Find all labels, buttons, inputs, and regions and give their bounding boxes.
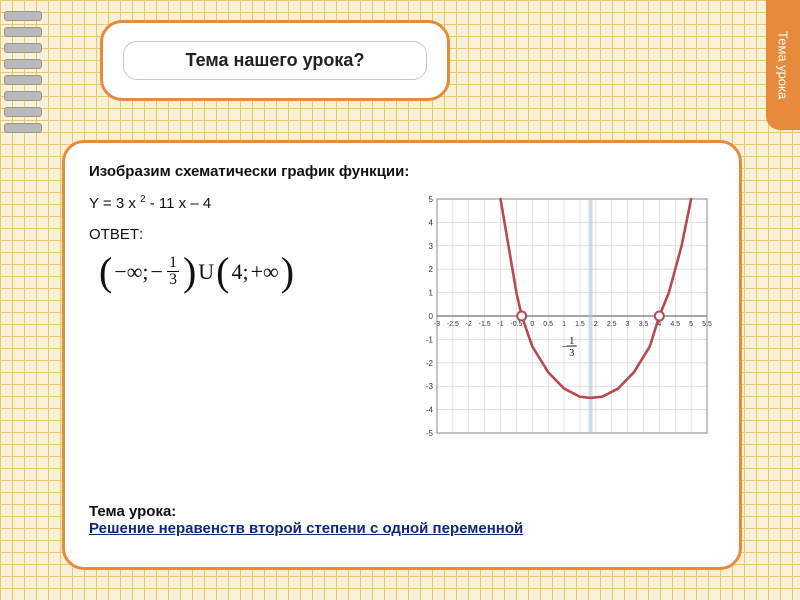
svg-text:-0.5: -0.5	[510, 321, 522, 328]
svg-text:2: 2	[429, 265, 434, 274]
paren-close-2: )	[281, 256, 294, 288]
svg-text:3: 3	[626, 321, 630, 328]
svg-text:-2: -2	[426, 359, 434, 368]
svg-text:5: 5	[429, 195, 434, 204]
prompt-text: Изобразим схематически график функции:	[89, 163, 715, 180]
svg-text:4: 4	[429, 218, 434, 227]
svg-text:-3: -3	[434, 321, 440, 328]
formula-suffix: - 11 x – 4	[146, 195, 212, 212]
svg-text:5.5: 5.5	[702, 321, 712, 328]
lesson-topic: Тема урока: Решение неравенств второй ст…	[89, 503, 523, 537]
svg-text:-1: -1	[426, 335, 434, 344]
four: 4;	[232, 259, 249, 285]
content-box: Изобразим схематически график функции: Y…	[62, 140, 742, 570]
spiral-binding	[0, 0, 50, 600]
svg-text:2.5: 2.5	[607, 321, 617, 328]
paren-open-2: (	[216, 256, 229, 288]
svg-text:3.5: 3.5	[639, 321, 649, 328]
svg-text:-1.5: -1.5	[479, 321, 491, 328]
paren-open: (	[99, 256, 112, 288]
svg-text:-5: -5	[426, 429, 434, 438]
svg-text:5: 5	[689, 321, 693, 328]
formula-prefix: Y = 3 x	[89, 195, 140, 212]
parabola-chart: -5 -4 -3 -2 -1 0 1 2 3 4 5 -3 -2.5 -2 -1.5 -1 -0.5 0 0.5 1 1…	[413, 193, 713, 463]
union-symbol: U	[198, 259, 214, 285]
svg-text:4.5: 4.5	[670, 321, 680, 328]
side-tab: Тема урока	[766, 0, 800, 130]
title-text: Тема нашего урока?	[123, 41, 427, 80]
svg-text:1: 1	[569, 336, 574, 347]
svg-text:1: 1	[429, 289, 434, 298]
svg-text:-3: -3	[426, 382, 434, 391]
svg-text:1: 1	[562, 321, 566, 328]
lesson-label: Тема урока:	[89, 503, 523, 520]
fraction-one-third: 1 3	[167, 255, 179, 288]
pos-infinity: +∞	[251, 259, 279, 285]
svg-text:-2.5: -2.5	[447, 321, 459, 328]
svg-text:3: 3	[569, 348, 574, 359]
frac-den: 3	[167, 272, 179, 288]
neg-infinity: −∞;	[114, 259, 148, 285]
svg-text:-4: -4	[426, 406, 434, 415]
lesson-link[interactable]: Решение неравенств второй степени с одно…	[89, 520, 523, 537]
side-tab-label: Тема урока	[776, 31, 791, 99]
chart-svg: -5 -4 -3 -2 -1 0 1 2 3 4 5 -3 -2.5 -2 -1.5 -1 -0.5 0 0.5 1 1…	[413, 193, 713, 463]
svg-text:−: −	[562, 341, 568, 353]
svg-text:0: 0	[530, 321, 534, 328]
svg-text:3: 3	[429, 242, 434, 251]
minus: −	[151, 259, 163, 285]
frac-num: 1	[167, 255, 179, 272]
svg-text:0.5: 0.5	[543, 321, 553, 328]
paren-close: )	[183, 256, 196, 288]
svg-text:1.5: 1.5	[575, 321, 585, 328]
svg-text:-2: -2	[466, 321, 472, 328]
title-box: Тема нашего урока?	[100, 20, 450, 101]
svg-text:2: 2	[594, 321, 598, 328]
svg-text:0: 0	[429, 312, 434, 321]
svg-text:-1: -1	[497, 321, 503, 328]
